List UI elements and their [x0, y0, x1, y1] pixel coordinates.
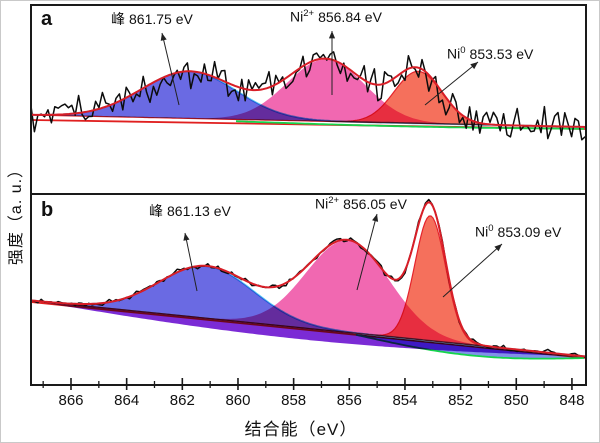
green-background-line — [235, 120, 584, 130]
annotation-arrowhead — [183, 233, 190, 241]
annotation-arrowhead — [328, 31, 336, 39]
x-tick-label: 854 — [392, 392, 417, 409]
fit-envelope-line — [32, 201, 585, 358]
fit-envelope-line — [32, 57, 585, 128]
x-tick-label: 848 — [559, 392, 584, 409]
x-tick-label: 852 — [448, 392, 473, 409]
panel-b-plot — [32, 198, 585, 360]
peak-fill-satellite — [32, 266, 585, 357]
annotation-arrow-line — [356, 213, 378, 291]
x-tick-label: 858 — [281, 392, 306, 409]
peak-fill-Ni2+ — [32, 240, 585, 357]
x-tick-label: 864 — [114, 392, 139, 409]
x-axis-ticks: 866 864 862 860 858 856 854 852 850 848 — [42, 378, 584, 409]
peak-fill-Ni2+ — [32, 59, 585, 127]
annotation-arrowhead — [372, 214, 379, 222]
annotation-arrow-line — [442, 243, 503, 298]
annotation-arrowhead — [470, 62, 478, 70]
annotation-arrow-line — [184, 232, 198, 292]
x-tick-label: 862 — [170, 392, 195, 409]
annotation-arrowhead — [494, 244, 502, 252]
annotation-arrow-line — [161, 32, 180, 106]
annotation-arrowhead — [160, 33, 167, 41]
x-tick-label: 850 — [504, 392, 529, 409]
x-tick-label: 856 — [337, 392, 362, 409]
annotation-arrow-line — [424, 61, 479, 106]
raw-data-line — [32, 51, 585, 141]
x-tick-label: 866 — [58, 392, 83, 409]
x-tick-label: 860 — [225, 392, 250, 409]
panel-a-plot — [32, 51, 585, 141]
annotation-arrows — [160, 31, 503, 298]
